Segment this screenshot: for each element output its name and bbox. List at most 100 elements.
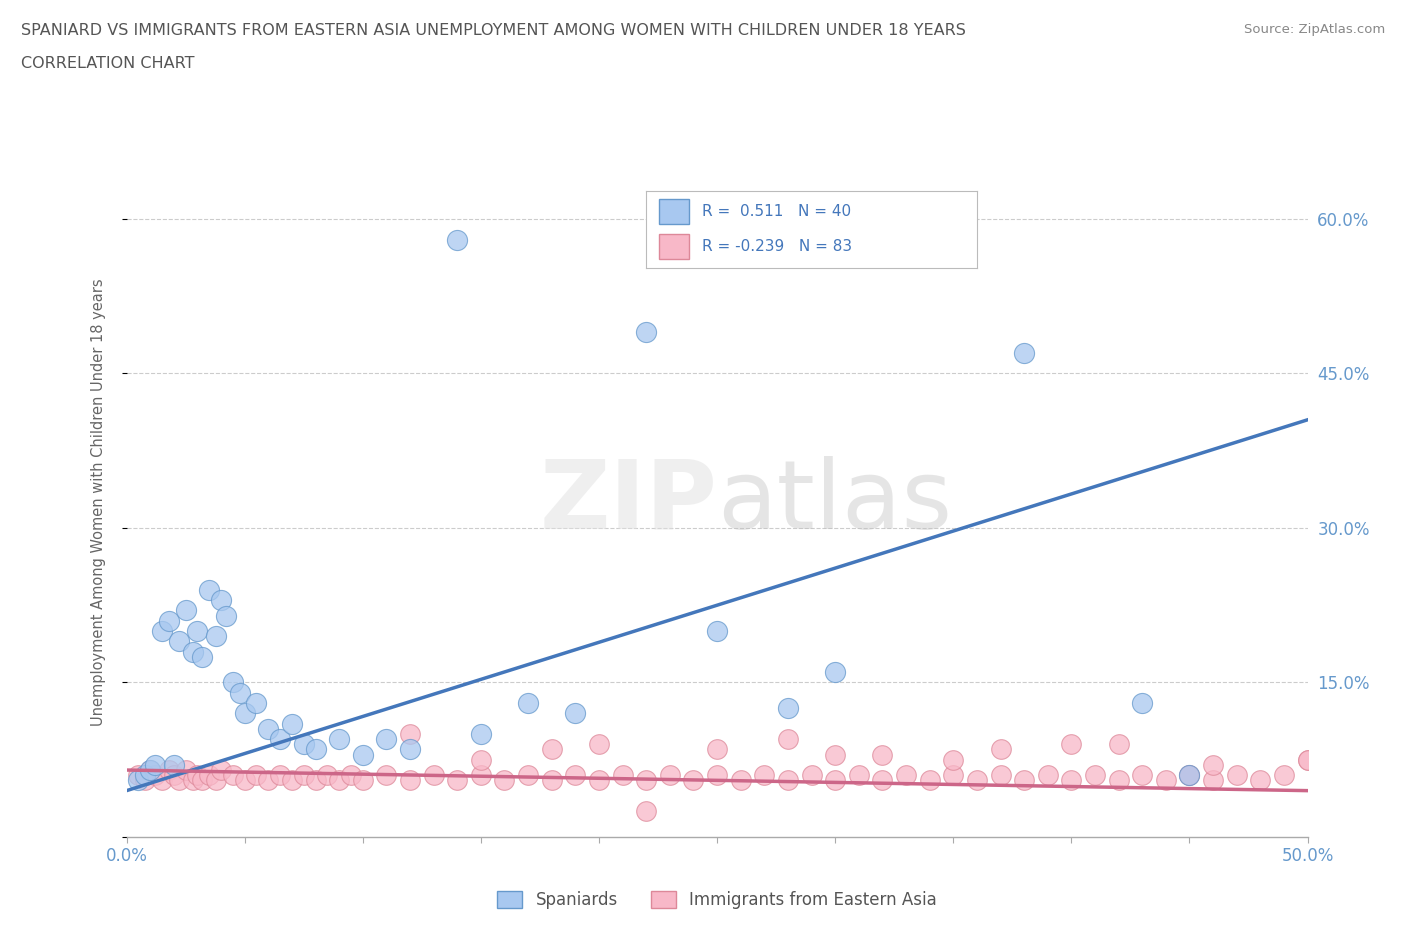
Point [181,773,204,788]
Point [588,737,610,751]
Point [706,742,728,757]
Point [245,768,267,783]
Point [191,649,214,664]
Point [163,757,186,772]
Point [1108,773,1130,788]
Point [209,592,232,607]
Point [754,768,776,783]
Point [1202,773,1225,788]
Point [872,773,894,788]
Point [143,757,166,772]
Point [399,726,422,741]
Legend: Spaniards, Immigrants from Eastern Asia: Spaniards, Immigrants from Eastern Asia [491,884,943,916]
Point [612,768,634,783]
Point [205,629,228,644]
Point [824,773,846,788]
Point [245,696,267,711]
Point [205,773,228,788]
Point [966,773,988,788]
Point [636,325,658,339]
Point [134,773,156,788]
Point [636,804,658,818]
Point [1012,773,1035,788]
Point [942,752,965,767]
Point [1060,737,1083,751]
Point [304,742,326,757]
Point [776,701,799,716]
Point [776,732,799,747]
Point [163,768,186,783]
Text: CORRELATION CHART: CORRELATION CHART [21,56,194,71]
Point [229,685,252,700]
Point [191,773,214,788]
Point [292,768,315,783]
Text: atlas: atlas [717,456,952,549]
Point [222,768,245,783]
Point [233,706,256,721]
Point [139,763,162,777]
Point [706,623,728,638]
Point [517,768,540,783]
Point [222,675,245,690]
Text: Source: ZipAtlas.com: Source: ZipAtlas.com [1244,23,1385,36]
Point [422,768,444,783]
Point [942,768,965,783]
Point [1202,757,1225,772]
Point [706,768,728,783]
Bar [659,234,689,259]
Point [139,763,162,777]
Point [186,623,208,638]
Point [918,773,941,788]
Point [470,752,492,767]
Point [894,768,917,783]
Point [1178,768,1201,783]
Point [824,665,846,680]
Text: R = -0.239   N = 83: R = -0.239 N = 83 [703,239,852,254]
Point [824,747,846,762]
Point [1178,768,1201,783]
Point [134,768,156,783]
Point [872,747,894,762]
Point [399,742,422,757]
Text: R =  0.511   N = 40: R = 0.511 N = 40 [703,204,852,219]
Point [167,773,190,788]
Point [1130,696,1153,711]
Point [730,773,752,788]
Point [269,768,291,783]
Point [540,773,562,788]
Point [446,773,468,788]
Point [281,773,304,788]
Point [186,768,208,783]
Point [167,634,190,649]
Point [181,644,204,659]
Point [990,742,1012,757]
Point [1226,768,1249,783]
Point [157,613,180,628]
Point [1060,773,1083,788]
Point [1154,773,1177,788]
Point [215,608,238,623]
Point [174,763,197,777]
Point [375,732,398,747]
Point [174,603,197,618]
Point [1178,768,1201,783]
Point [470,768,492,783]
Point [658,768,681,783]
Point [257,773,280,788]
Point [470,726,492,741]
Point [1296,752,1319,767]
Point [564,706,586,721]
Point [1084,768,1107,783]
Point [269,732,291,747]
Point [257,722,280,737]
Point [127,768,149,783]
Point [150,623,173,638]
Point [340,768,363,783]
Point [292,737,315,751]
Point [1012,345,1035,360]
Point [1108,737,1130,751]
Point [198,768,221,783]
Point [540,742,562,757]
Point [517,696,540,711]
Bar [659,199,689,224]
